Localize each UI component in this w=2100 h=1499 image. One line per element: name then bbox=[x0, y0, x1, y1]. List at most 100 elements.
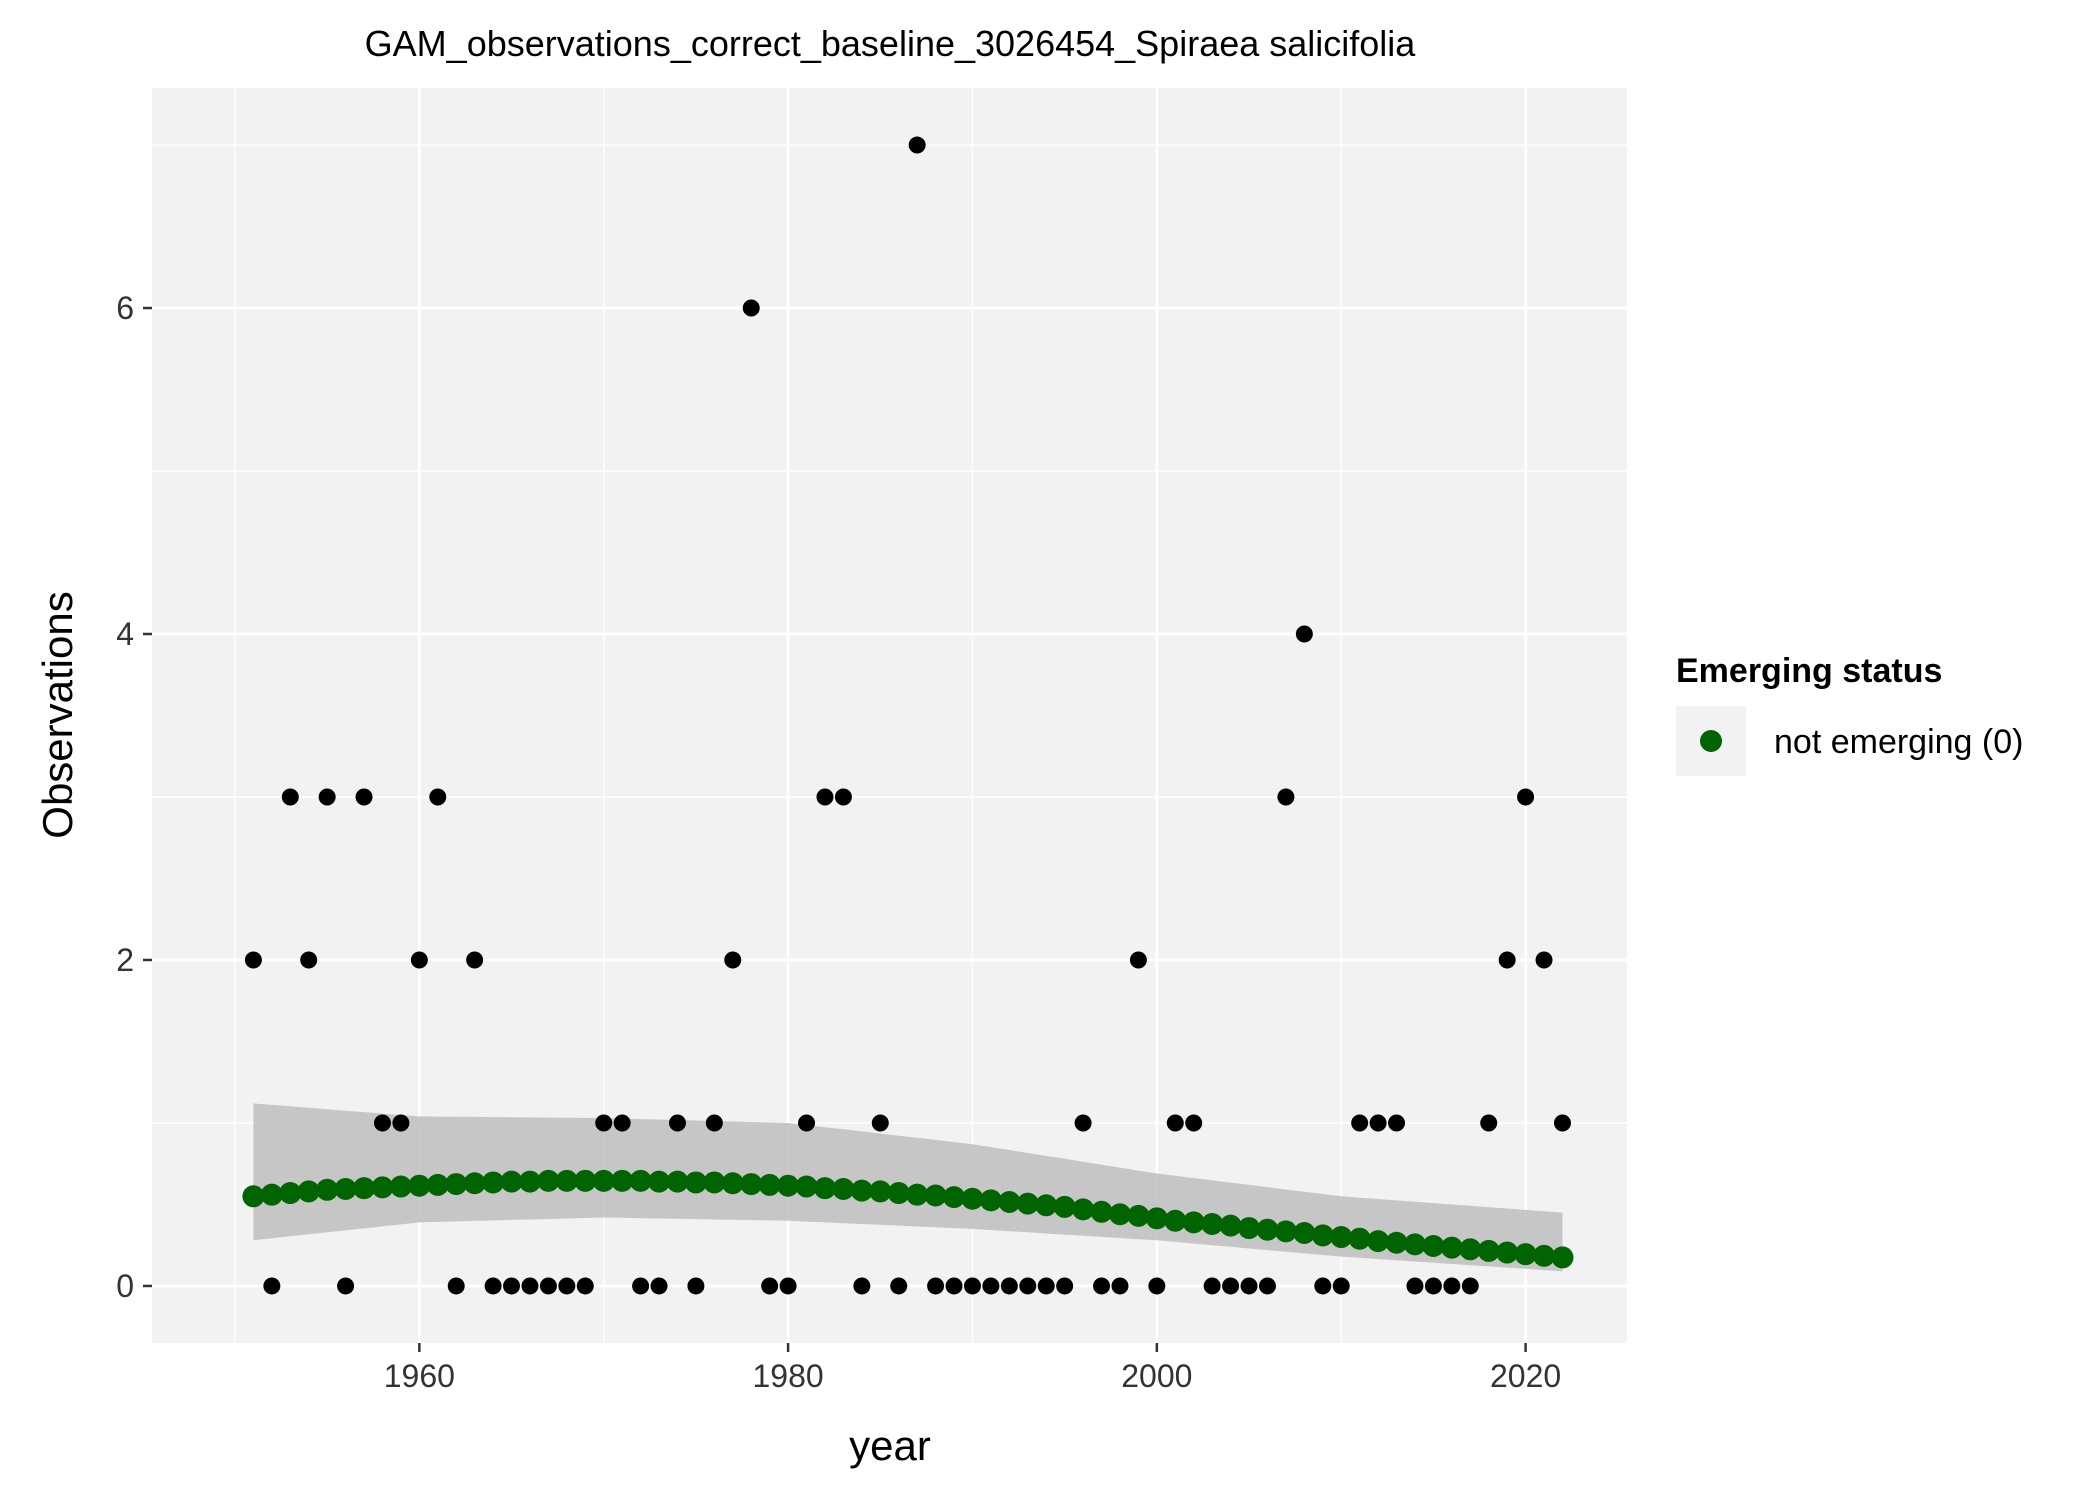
observed-point bbox=[1517, 788, 1535, 806]
observed-point bbox=[1185, 1114, 1203, 1132]
observed-point bbox=[1222, 1277, 1240, 1295]
observed-point bbox=[1093, 1277, 1111, 1295]
legend-entries: not emerging (0) bbox=[1676, 706, 2023, 776]
fitted-point bbox=[648, 1170, 671, 1193]
fitted-point bbox=[684, 1171, 707, 1194]
observed-point bbox=[779, 1277, 797, 1295]
observed-point bbox=[1553, 1114, 1571, 1132]
observed-point bbox=[1406, 1277, 1424, 1295]
observed-point bbox=[484, 1277, 502, 1295]
observed-point bbox=[595, 1114, 613, 1132]
observed-point bbox=[263, 1277, 281, 1295]
observed-point bbox=[1480, 1114, 1498, 1132]
observed-point bbox=[1111, 1277, 1129, 1295]
fitted-point bbox=[1477, 1239, 1500, 1262]
observed-point bbox=[1056, 1277, 1074, 1295]
observed-point bbox=[1148, 1277, 1166, 1295]
fitted-point bbox=[1182, 1211, 1205, 1234]
y-tick-label: 0 bbox=[116, 1268, 134, 1304]
observed-point bbox=[1019, 1277, 1037, 1295]
fitted-point bbox=[961, 1187, 984, 1210]
chart-title: GAM_observations_correct_baseline_302645… bbox=[365, 23, 1417, 64]
observed-point bbox=[576, 1277, 594, 1295]
observed-point bbox=[1277, 788, 1295, 806]
x-axis-title: year bbox=[849, 1422, 931, 1469]
observed-point bbox=[1314, 1277, 1332, 1295]
observed-point bbox=[1258, 1277, 1276, 1295]
fitted-point bbox=[1145, 1207, 1168, 1230]
observed-point bbox=[724, 951, 742, 969]
fitted-point bbox=[1016, 1192, 1039, 1215]
legend-title: Emerging status bbox=[1676, 652, 1942, 690]
observed-point bbox=[503, 1277, 521, 1295]
observed-point bbox=[1129, 951, 1147, 969]
observed-point bbox=[945, 1277, 963, 1295]
observed-point bbox=[300, 951, 318, 969]
fitted-point bbox=[1238, 1217, 1261, 1240]
observed-point bbox=[982, 1277, 1000, 1295]
observed-point bbox=[337, 1277, 355, 1295]
observed-point bbox=[1240, 1277, 1258, 1295]
fitted-point bbox=[574, 1169, 597, 1192]
fitted-point bbox=[334, 1177, 357, 1200]
fitted-point bbox=[1053, 1195, 1076, 1218]
fitted-point bbox=[795, 1175, 818, 1198]
fitted-point bbox=[906, 1183, 929, 1206]
fitted-point bbox=[1072, 1198, 1095, 1221]
observed-point bbox=[705, 1114, 723, 1132]
fitted-point bbox=[592, 1169, 615, 1192]
observed-point bbox=[1037, 1277, 1055, 1295]
observed-point bbox=[1535, 951, 1553, 969]
fitted-point bbox=[850, 1179, 873, 1202]
fitted-point bbox=[998, 1191, 1021, 1214]
observed-point bbox=[1203, 1277, 1221, 1295]
observed-point bbox=[318, 788, 336, 806]
observed-points-layer bbox=[244, 136, 1571, 1295]
fitted-point bbox=[1533, 1244, 1556, 1267]
x-tick-label: 1960 bbox=[384, 1358, 455, 1394]
minor-gridlines bbox=[152, 88, 1627, 1343]
observed-point bbox=[1295, 625, 1313, 643]
observed-point bbox=[834, 788, 852, 806]
observed-point bbox=[742, 299, 760, 317]
observed-point bbox=[281, 788, 299, 806]
observed-point bbox=[798, 1114, 816, 1132]
fitted-point bbox=[371, 1176, 394, 1199]
fitted-point bbox=[832, 1177, 855, 1200]
observed-point bbox=[1388, 1114, 1406, 1132]
y-tick-label: 4 bbox=[116, 616, 134, 652]
legend: Emerging status not emerging (0) bbox=[1676, 652, 2023, 776]
fitted-point bbox=[445, 1173, 468, 1196]
x-tick-label: 1980 bbox=[753, 1358, 824, 1394]
observed-point bbox=[466, 951, 484, 969]
observed-point bbox=[853, 1277, 871, 1295]
observed-point bbox=[632, 1277, 650, 1295]
observed-point bbox=[1498, 951, 1516, 969]
fitted-point bbox=[426, 1173, 449, 1196]
fitted-point bbox=[666, 1170, 689, 1193]
y-tick-label: 6 bbox=[116, 290, 134, 326]
fitted-point bbox=[1127, 1204, 1150, 1227]
fitted-point bbox=[279, 1182, 302, 1205]
observed-point bbox=[1424, 1277, 1442, 1295]
x-axis: 1960 1980 2000 2020 bbox=[384, 1343, 1561, 1394]
observed-point bbox=[244, 951, 262, 969]
observed-point bbox=[355, 788, 373, 806]
fitted-point bbox=[1164, 1209, 1187, 1232]
fitted-point bbox=[1551, 1246, 1574, 1269]
y-tick-label: 2 bbox=[116, 942, 134, 978]
fitted-point bbox=[943, 1186, 966, 1209]
observed-point bbox=[392, 1114, 410, 1132]
observed-point bbox=[650, 1277, 668, 1295]
fitted-point bbox=[721, 1172, 744, 1195]
observed-point bbox=[1074, 1114, 1092, 1132]
fitted-point bbox=[1219, 1214, 1242, 1237]
fitted-point bbox=[1256, 1218, 1279, 1241]
fitted-point bbox=[1440, 1236, 1463, 1259]
fitted-points-layer bbox=[242, 1169, 1574, 1269]
fitted-point bbox=[500, 1170, 523, 1193]
fitted-point bbox=[518, 1170, 541, 1193]
fitted-point bbox=[260, 1183, 283, 1206]
fitted-point bbox=[1422, 1235, 1445, 1258]
